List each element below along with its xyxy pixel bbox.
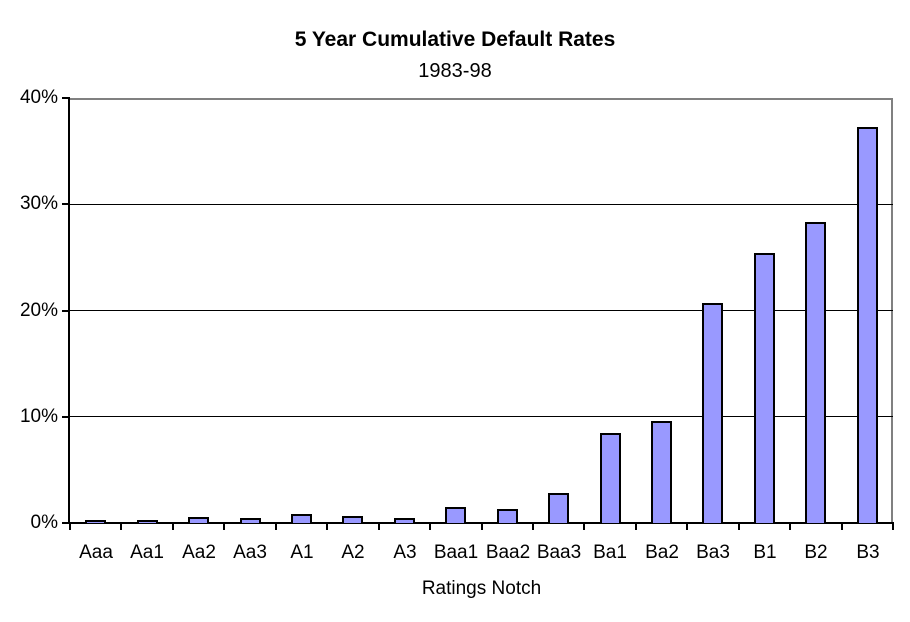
x-axis-title: Ratings Notch bbox=[421, 578, 542, 599]
x-category-label-A3: A3 bbox=[393, 542, 417, 563]
bar-Aa3 bbox=[240, 518, 261, 523]
bar-A1 bbox=[291, 514, 312, 523]
bar-B3 bbox=[857, 127, 878, 523]
bar-Ba3 bbox=[702, 303, 723, 523]
x-tick-0 bbox=[69, 522, 71, 530]
y-tick-10% bbox=[62, 415, 70, 418]
bar-Aa1 bbox=[137, 520, 158, 523]
x-tick-5 bbox=[326, 522, 329, 530]
bar-A3 bbox=[394, 518, 415, 523]
x-category-label-B3: B3 bbox=[856, 542, 880, 563]
bar-Ba2 bbox=[651, 421, 672, 523]
y-tick-label-30%: 30% bbox=[19, 193, 58, 215]
x-tick-15 bbox=[840, 522, 843, 530]
x-category-label-Ba1: Ba1 bbox=[593, 542, 627, 563]
x-category-label-Ba2: Ba2 bbox=[645, 542, 679, 563]
x-tick-3 bbox=[223, 522, 226, 530]
y-tick-label-40%: 40% bbox=[19, 87, 58, 108]
x-tick-1 bbox=[120, 522, 123, 530]
x-tick-13 bbox=[737, 522, 740, 530]
x-category-label-B1: B1 bbox=[753, 542, 777, 563]
bar-Aa2 bbox=[188, 517, 209, 523]
gridline-30% bbox=[70, 203, 893, 205]
chart-title: 5 Year Cumulative Default Rates bbox=[294, 28, 616, 51]
x-category-label-Aaa: Aaa bbox=[79, 542, 113, 563]
bar-Ba1 bbox=[600, 433, 621, 523]
x-category-label-Aa1: Aa1 bbox=[130, 542, 164, 563]
x-category-label-A2: A2 bbox=[341, 542, 365, 563]
y-tick-20% bbox=[62, 309, 70, 312]
y-tick-label-0%: 0% bbox=[30, 512, 58, 533]
x-tick-2 bbox=[171, 522, 174, 530]
x-tick-11 bbox=[634, 522, 637, 530]
bar-Aaa bbox=[85, 520, 106, 523]
x-tick-4 bbox=[274, 522, 277, 530]
y-tick-30% bbox=[62, 203, 70, 206]
y-tick-label-10%: 10% bbox=[19, 405, 58, 427]
x-category-label-Ba3: Ba3 bbox=[696, 542, 730, 563]
x-category-label-B2: B2 bbox=[804, 542, 828, 563]
x-tick-6 bbox=[377, 522, 380, 530]
y-tick-0% bbox=[62, 522, 70, 524]
x-tick-16 bbox=[892, 522, 894, 530]
x-category-label-Baa1: Baa1 bbox=[433, 542, 479, 563]
bar-Baa3 bbox=[548, 493, 569, 523]
gridline-20% bbox=[70, 310, 893, 311]
x-tick-7 bbox=[429, 522, 432, 530]
bar-B2 bbox=[805, 222, 826, 523]
bar-A2 bbox=[342, 516, 363, 523]
bar-Baa1 bbox=[445, 507, 466, 523]
x-tick-8 bbox=[480, 522, 483, 530]
x-tick-14 bbox=[789, 522, 792, 530]
y-tick-40% bbox=[62, 97, 70, 99]
bar-B1 bbox=[754, 253, 775, 523]
x-category-label-Aa3: Aa3 bbox=[233, 542, 267, 563]
x-tick-12 bbox=[686, 522, 689, 530]
chart-subtitle: 1983-98 bbox=[418, 60, 492, 82]
x-category-label-Baa2: Baa2 bbox=[485, 542, 531, 563]
x-tick-9 bbox=[531, 522, 534, 530]
x-category-label-Aa2: Aa2 bbox=[182, 542, 216, 563]
x-category-label-A1: A1 bbox=[290, 542, 314, 563]
y-tick-label-20%: 20% bbox=[19, 299, 58, 321]
gridline-10% bbox=[70, 416, 893, 418]
x-category-label-Baa3: Baa3 bbox=[536, 542, 582, 563]
bar-Baa2 bbox=[497, 509, 518, 523]
x-tick-10 bbox=[583, 522, 586, 530]
